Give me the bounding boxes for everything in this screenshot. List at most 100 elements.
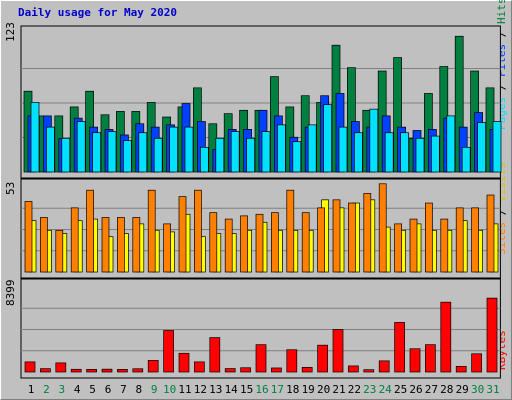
bar-kbytes-3: [55, 362, 67, 373]
bar-pages-11: [184, 126, 194, 173]
bar-sites-21: [332, 199, 341, 273]
bar-kbytes-30: [471, 353, 482, 373]
bar-sites-18: [286, 189, 295, 273]
bar-sites-31: [486, 194, 495, 273]
bar-pages-21: [338, 126, 348, 173]
bar-kbytes-2: [40, 368, 51, 373]
x-tick-29: 29: [456, 383, 469, 396]
bar-pages-25: [400, 132, 409, 173]
bar-kbytes-27: [425, 344, 436, 373]
bar-sites-1: [24, 201, 33, 273]
bar-sites-27: [425, 202, 433, 273]
bar-kbytes-28: [440, 301, 452, 373]
bar-sites-17: [271, 212, 279, 273]
bar-kbytes-5: [86, 369, 97, 373]
bar-kbytes-23: [363, 369, 375, 373]
x-tick-8: 8: [135, 383, 142, 396]
x-tick-17: 17: [271, 383, 284, 396]
bar-pages-12: [200, 146, 209, 173]
chart-title: Daily usage for May 2020: [18, 6, 177, 19]
x-tick-26: 26: [409, 383, 422, 396]
x-tick-11: 11: [178, 383, 191, 396]
bar-kbytes-12: [194, 361, 205, 373]
bar-pages-23: [369, 108, 379, 173]
bar-pages-8: [138, 132, 148, 173]
bar-kbytes-1: [24, 361, 36, 373]
bar-sites-24: [378, 183, 387, 273]
x-tick-14: 14: [225, 383, 239, 396]
bar-sites-19: [301, 212, 310, 273]
bar-pages-17: [277, 124, 286, 173]
x-tick-30: 30: [471, 383, 484, 396]
x-tick-19: 19: [302, 383, 315, 396]
x-tick-24: 24: [379, 383, 393, 396]
bar-sites-13: [209, 212, 218, 273]
bar-kbytes-25: [394, 322, 405, 373]
bar-kbytes-15: [240, 367, 251, 373]
bar-pages-14: [230, 131, 240, 173]
bar-sites-10: [163, 223, 171, 273]
x-tick-22: 22: [348, 383, 361, 396]
bar-kbytes-22: [348, 365, 359, 373]
bar-kbytes-7: [117, 369, 128, 373]
bar-kbytes-31: [486, 297, 498, 373]
bar-pages-10: [169, 126, 178, 173]
bar-sites-8: [132, 217, 141, 273]
bar-kbytes-26: [409, 348, 421, 373]
bar-sites-22: [348, 202, 356, 273]
bar-sites-16: [255, 213, 264, 273]
bar-sites-6: [101, 217, 110, 273]
bar-sites-5: [86, 189, 94, 273]
bar-sites-9: [147, 189, 156, 273]
bar-kbytes-9: [147, 360, 159, 373]
bar-sites-11: [178, 196, 187, 273]
bar-kbytes-21: [332, 329, 344, 373]
bar-sites-29: [455, 207, 464, 273]
x-tick-7: 7: [120, 383, 127, 396]
bar-pages-15: [246, 137, 255, 173]
x-tick-27: 27: [425, 383, 438, 396]
bar-kbytes-13: [209, 337, 221, 373]
bar-pages-22: [354, 132, 363, 173]
bar-pages-4: [76, 121, 86, 173]
bar-sites-2: [40, 217, 48, 273]
x-tick-2: 2: [43, 383, 50, 396]
bar-kbytes-14: [224, 368, 236, 373]
bar-sites-12: [194, 189, 202, 273]
bar-sites-7: [117, 217, 125, 273]
x-tick-3: 3: [58, 383, 65, 396]
bar-pages-16: [261, 131, 271, 173]
x-tick-23: 23: [363, 383, 376, 396]
x-tick-12: 12: [194, 383, 207, 396]
bar-sites-4: [70, 207, 79, 273]
bar-pages-27: [431, 135, 440, 173]
bar-sites-23: [363, 193, 372, 273]
x-tick-9: 9: [151, 383, 158, 396]
bar-pages-26: [415, 137, 425, 173]
bar-pages-29: [461, 146, 471, 173]
x-tick-4: 4: [74, 383, 81, 396]
bar-kbytes-4: [70, 368, 82, 373]
bar-pages-2: [46, 126, 55, 173]
bar-sites-3: [55, 229, 64, 273]
x-tick-20: 20: [317, 383, 330, 396]
bar-sites-26: [409, 218, 418, 273]
x-tick-16: 16: [255, 383, 268, 396]
bar-kbytes-17: [271, 367, 282, 373]
x-tick-10: 10: [163, 383, 176, 396]
bar-sites-20: [317, 207, 325, 273]
bar-kbytes-18: [286, 349, 298, 373]
bar-kbytes-10: [163, 330, 174, 373]
bar-kbytes-24: [378, 360, 390, 373]
bar-pages-7: [123, 140, 132, 173]
bar-pages-24: [384, 132, 394, 173]
bar-pages-1: [30, 102, 40, 173]
bar-sites-15: [240, 215, 248, 273]
bar-pages-31: [492, 121, 502, 173]
bar-pages-6: [107, 131, 117, 173]
bar-kbytes-6: [101, 368, 113, 373]
x-tick-21: 21: [332, 383, 345, 396]
bar-kbytes-19: [301, 366, 313, 373]
x-tick-31: 31: [486, 383, 499, 396]
